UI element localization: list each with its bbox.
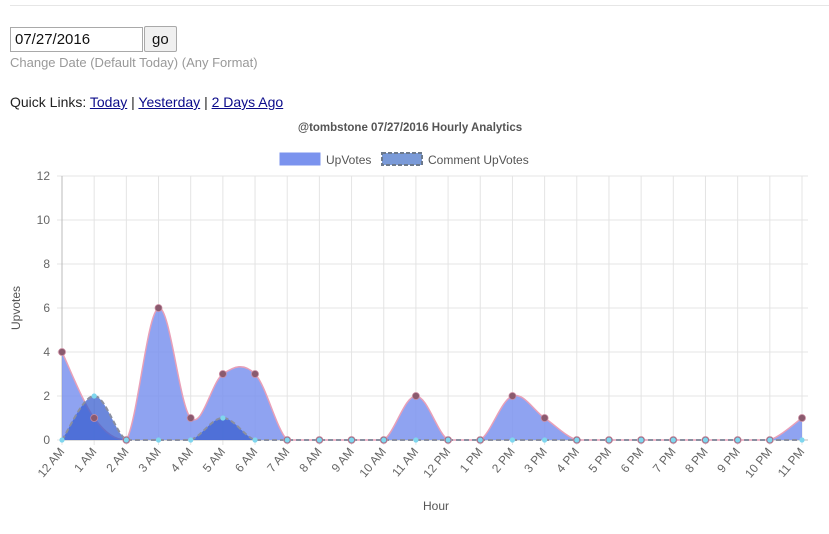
- comment-upvotes-point: [413, 437, 419, 443]
- comment-upvotes-point: [735, 437, 741, 443]
- comment-upvotes-point: [799, 437, 805, 443]
- comment-upvotes-point: [284, 437, 290, 443]
- legend-label-comment-upvotes: Comment UpVotes: [428, 153, 529, 167]
- x-tick-label: 1 PM: [457, 445, 486, 475]
- upvotes-point: [58, 348, 66, 356]
- x-tick-label: 7 AM: [264, 445, 292, 475]
- upvotes-point: [540, 414, 549, 422]
- comment-upvotes-point: [59, 437, 65, 443]
- y-tick-label: 4: [43, 345, 50, 359]
- x-tick-label: 2 AM: [103, 445, 131, 475]
- x-tick-label: 3 PM: [521, 445, 550, 475]
- x-tick-label: 11 AM: [389, 445, 421, 479]
- legend-swatch-upvotes: [279, 152, 321, 166]
- x-axis-ticks: 12 AM 1 AM 2 AM 3 AM 4 AM 5 AM 6 AM 7 AM 8 AM 9 A…: [35, 445, 808, 481]
- y-tick-label: 12: [37, 169, 51, 183]
- y-tick-label: 10: [37, 213, 51, 227]
- date-form: go: [10, 26, 177, 52]
- upvotes-point: [218, 370, 227, 378]
- x-tick-label: 6 AM: [232, 445, 260, 475]
- date-hint: Change Date (Default Today) (Any Format): [10, 55, 258, 70]
- date-input[interactable]: [10, 26, 143, 52]
- upvotes-point: [798, 414, 806, 422]
- x-tick-label: 8 AM: [296, 445, 324, 475]
- upvotes-area: [62, 307, 802, 440]
- legend-label-upvotes: UpVotes: [326, 153, 371, 167]
- legend: UpVotes Comment UpVotes: [279, 152, 529, 167]
- y-axis-ticks: 0 2 4 6 8 10 12: [37, 169, 51, 447]
- x-tick-label: 9 PM: [714, 445, 743, 475]
- comment-upvotes-point: [574, 437, 580, 443]
- y-tick-label: 0: [43, 433, 50, 447]
- x-tick-label: 5 PM: [586, 445, 615, 475]
- x-tick-label: 8 PM: [682, 445, 711, 475]
- x-tick-label: 6 PM: [618, 445, 647, 475]
- comment-upvotes-point: [220, 415, 226, 421]
- hourly-analytics-chart: @tombstone 07/27/2016 Hourly Analytics U…: [0, 116, 829, 529]
- x-tick-label: 5 AM: [200, 445, 228, 475]
- x-tick-label: 4 PM: [553, 445, 582, 475]
- upvotes-point: [412, 392, 420, 400]
- comment-upvotes-point: [542, 437, 548, 443]
- comment-upvotes-point: [477, 437, 483, 443]
- comment-upvotes-point: [316, 437, 322, 443]
- x-tick-label: 7 PM: [650, 445, 679, 475]
- legend-swatch-comment-upvotes: [381, 152, 423, 166]
- quick-link-yesterday[interactable]: Yesterday: [138, 94, 201, 110]
- comment-upvotes-point: [381, 437, 387, 443]
- comment-upvotes-point: [445, 437, 451, 443]
- go-button[interactable]: go: [144, 26, 177, 52]
- y-tick-label: 8: [43, 257, 50, 271]
- y-tick-label: 2: [43, 389, 50, 403]
- upvotes-point: [251, 370, 259, 378]
- comment-upvotes-point: [606, 437, 612, 443]
- comment-upvotes-point: [155, 437, 162, 443]
- comment-upvotes-point: [638, 437, 644, 443]
- y-tick-label: 6: [43, 301, 50, 315]
- x-tick-label: 12 AM: [35, 445, 68, 480]
- upvotes-point: [154, 304, 163, 312]
- series-areas: [61, 307, 803, 441]
- chart-title: @tombstone 07/27/2016 Hourly Analytics: [298, 122, 522, 134]
- top-divider: [10, 5, 829, 6]
- x-tick-label: 1 AM: [71, 445, 99, 475]
- comment-upvotes-point: [767, 437, 773, 443]
- x-tick-label: 11 PM: [775, 445, 807, 480]
- upvotes-point: [186, 414, 195, 422]
- quick-links: Quick Links: Today | Yesterday | 2 Days …: [10, 94, 283, 110]
- x-tick-label: 2 PM: [489, 445, 518, 475]
- comment-upvotes-point: [509, 437, 516, 443]
- comment-upvotes-point: [91, 393, 97, 399]
- x-tick-label: 4 AM: [168, 445, 196, 475]
- chart-svg: @tombstone 07/27/2016 Hourly Analytics U…: [9, 122, 808, 513]
- x-tick-label: 9 AM: [329, 445, 357, 475]
- series-points: [58, 304, 806, 444]
- x-tick-label: 10 AM: [356, 445, 389, 480]
- upvotes-point: [508, 392, 517, 400]
- upvotes-point: [90, 414, 99, 422]
- quick-link-today[interactable]: Today: [89, 94, 128, 110]
- quick-links-label: Quick Links:: [10, 94, 87, 110]
- quick-link-2-days-ago[interactable]: 2 Days Ago: [211, 94, 284, 110]
- comment-upvotes-point: [348, 437, 355, 443]
- comment-upvotes-point: [670, 437, 676, 443]
- separator: |: [204, 94, 208, 110]
- comment-upvotes-point: [702, 437, 709, 443]
- separator: |: [131, 94, 135, 110]
- x-tick-label: 10 PM: [742, 445, 775, 481]
- comment-upvotes-point: [188, 437, 194, 443]
- x-tick-label: 12 PM: [420, 445, 453, 481]
- x-tick-label: 3 AM: [136, 445, 164, 475]
- comment-upvotes-point: [252, 437, 258, 443]
- comment-upvotes-point: [123, 437, 129, 443]
- y-axis-label: Upvotes: [9, 286, 23, 330]
- x-axis-label: Hour: [423, 499, 449, 513]
